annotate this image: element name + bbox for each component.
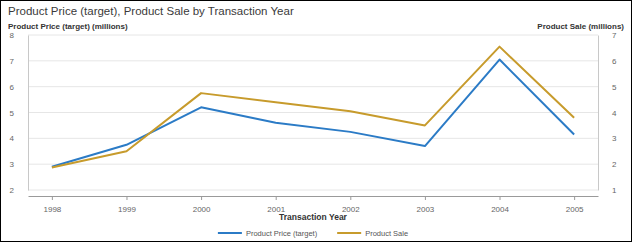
tick-mark <box>52 196 53 200</box>
tick: 6 <box>598 57 617 66</box>
grid-line <box>28 190 598 191</box>
tick-label: 6 <box>612 57 617 66</box>
tick-label: 7 <box>10 57 15 66</box>
tick-label: 5 <box>612 83 617 92</box>
tick-label: 2004 <box>491 205 509 214</box>
legend: Product Price (target) Product Sale <box>218 229 408 238</box>
tick: 2005 <box>566 196 584 214</box>
tick: 1998 <box>43 196 61 214</box>
y-axis-title: Product Price (target) (millions) <box>8 22 128 31</box>
tick: 5 <box>10 109 28 118</box>
tick-label: 1998 <box>43 205 61 214</box>
tick-label: 4 <box>10 134 15 143</box>
y2-axis: 1 2 3 4 5 6 7 <box>598 31 617 195</box>
tick-label: 7 <box>612 31 617 40</box>
series-line <box>52 60 574 167</box>
tick: 2 <box>10 186 28 195</box>
tick: 3 <box>598 134 617 143</box>
tick-label: 2 <box>612 160 617 169</box>
tick-label: 5 <box>10 109 15 118</box>
grid-line <box>28 138 598 139</box>
tick-label: 2 <box>10 186 15 195</box>
legend-item: Product Price (target) <box>218 229 318 238</box>
grid-line <box>28 60 598 61</box>
tick-mark <box>574 196 575 200</box>
legend-label: Product Sale <box>365 229 408 238</box>
tick-label: 3 <box>612 134 617 143</box>
tick-mark <box>500 196 501 200</box>
tick: 6 <box>10 83 28 92</box>
tick-label: 2000 <box>193 205 211 214</box>
grid-line <box>28 164 598 165</box>
legend-swatch <box>337 232 361 234</box>
tick-label: 4 <box>612 109 617 118</box>
y2-axis-title: Product Sale (millions) <box>537 22 624 31</box>
x-axis-line <box>29 196 599 197</box>
grid-line <box>28 86 598 87</box>
tick: 2 <box>598 160 617 169</box>
tick: 1999 <box>118 196 136 214</box>
tick-mark <box>350 196 351 200</box>
legend-swatch <box>218 232 242 234</box>
tick: 7 <box>10 57 28 66</box>
tick-label: 2003 <box>417 205 435 214</box>
legend-label: Product Price (target) <box>246 229 318 238</box>
tick-label: 6 <box>10 83 15 92</box>
tick: 8 <box>10 31 28 40</box>
y-axis-line <box>28 36 29 191</box>
tick-mark <box>201 196 202 200</box>
x-axis-title: Transaction Year <box>279 212 348 222</box>
series-line <box>52 47 574 168</box>
tick: 5 <box>598 83 617 92</box>
tick: 1 <box>598 186 617 195</box>
grid-line <box>28 35 598 36</box>
tick-label: 3 <box>10 160 15 169</box>
tick-mark <box>425 196 426 200</box>
tick-label: 2005 <box>566 205 584 214</box>
y-axis: 2 3 4 5 6 7 8 <box>10 31 29 195</box>
tick-mark <box>276 196 277 200</box>
grid <box>28 35 598 190</box>
legend-item: Product Sale <box>337 229 408 238</box>
tick-label: 1 <box>612 186 617 195</box>
grid-line <box>28 112 598 113</box>
title: Product Price (target), Product Sale by … <box>8 5 294 17</box>
tick: 2003 <box>417 196 435 214</box>
plot-area <box>52 47 574 168</box>
tick: 7 <box>598 31 617 40</box>
y2-axis-line <box>598 36 599 191</box>
tick-label: 8 <box>10 31 15 40</box>
tick: 3 <box>10 160 28 169</box>
tick-mark <box>126 196 127 200</box>
frame <box>1 1 632 242</box>
tick: 4 <box>10 134 28 143</box>
tick: 2004 <box>491 196 509 214</box>
tick: 4 <box>598 109 617 118</box>
tick-label: 1999 <box>118 205 136 214</box>
tick: 2000 <box>193 196 211 214</box>
